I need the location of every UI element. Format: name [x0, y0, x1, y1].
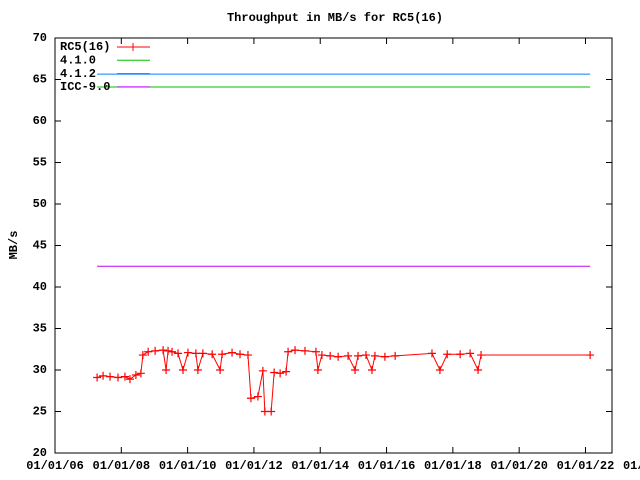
x-tick-label: 01/01/20 [490, 459, 548, 473]
x-tick-label: 01/01/16 [358, 459, 416, 473]
point-marker [183, 348, 192, 357]
chart-title: Throughput in MB/s for RC5(16) [227, 11, 443, 25]
y-tick-label: 25 [33, 405, 47, 419]
point-marker [344, 351, 353, 360]
y-tick-label: 60 [33, 114, 47, 128]
x-tick-label: 01/01/08 [93, 459, 151, 473]
y-tick-label: 35 [33, 322, 47, 336]
point-marker [120, 372, 129, 381]
point-marker [193, 366, 202, 374]
x-tick-label: 01/01/22 [557, 459, 615, 473]
point-marker [300, 346, 309, 355]
point-marker [391, 351, 400, 360]
point-marker [162, 366, 171, 374]
point-marker [93, 373, 102, 382]
point-marker [174, 349, 183, 358]
point-marker [258, 366, 267, 375]
point-marker [477, 351, 486, 360]
point-marker [151, 346, 160, 355]
legend-label: 4.1.0 [60, 53, 96, 67]
point-marker [291, 346, 300, 355]
point-marker [474, 366, 483, 374]
point-marker [131, 370, 140, 379]
point-marker [456, 350, 465, 359]
x-tick-label: 01/01/24 [623, 459, 640, 473]
x-tick-label: 01/01/10 [159, 459, 217, 473]
point-marker [253, 392, 262, 401]
point-marker [159, 346, 168, 355]
point-marker [354, 351, 363, 360]
legend-label: 4.1.2 [60, 67, 96, 81]
point-marker [236, 350, 245, 359]
y-tick-label: 40 [33, 280, 47, 294]
point-marker [99, 371, 108, 380]
point-marker [208, 350, 217, 359]
legend-label: RC5(16) [60, 40, 110, 54]
point-marker [228, 348, 237, 357]
point-marker [311, 347, 320, 356]
legend-label: ICC-9.0 [60, 80, 110, 94]
y-tick-label: 30 [33, 363, 47, 377]
point-marker [586, 351, 595, 360]
point-marker [191, 349, 200, 358]
y-tick-label: 20 [33, 446, 47, 460]
point-marker [367, 366, 376, 374]
point-marker [361, 351, 370, 360]
point-marker [351, 366, 360, 374]
point-marker [282, 367, 291, 376]
point-marker [125, 375, 134, 384]
point-marker [138, 351, 147, 360]
point-marker [218, 350, 227, 359]
point-marker [427, 349, 436, 358]
point-marker [198, 349, 207, 358]
point-marker [334, 352, 343, 361]
x-tick-label: 01/01/14 [291, 459, 349, 473]
point-marker [466, 349, 475, 358]
x-tick-label: 01/01/06 [26, 459, 84, 473]
point-marker [178, 366, 187, 374]
point-marker [168, 347, 177, 356]
point-marker [270, 368, 279, 377]
point-marker [284, 347, 293, 356]
point-marker [246, 394, 255, 403]
y-axis-label: MB/s [7, 231, 21, 260]
point-marker [326, 351, 335, 360]
point-marker [370, 351, 379, 360]
point-marker [276, 369, 285, 378]
y-tick-label: 70 [33, 31, 47, 45]
point-marker [443, 350, 452, 359]
point-marker [216, 366, 225, 374]
point-marker [267, 407, 276, 416]
point-marker [380, 352, 389, 361]
x-tick-label: 01/01/18 [424, 459, 482, 473]
point-marker [144, 347, 153, 356]
point-marker [317, 351, 326, 360]
point-marker [313, 366, 322, 374]
point-marker [136, 369, 145, 378]
y-tick-label: 50 [33, 197, 47, 211]
point-marker [435, 366, 444, 374]
point-marker [243, 351, 252, 360]
legend-marker [129, 43, 137, 51]
point-marker [106, 372, 115, 381]
y-tick-label: 45 [33, 239, 47, 253]
x-tick-label: 01/01/12 [225, 459, 283, 473]
y-tick-label: 55 [33, 156, 47, 170]
y-tick-label: 65 [33, 73, 47, 87]
point-marker [113, 373, 122, 382]
point-marker [164, 346, 173, 355]
